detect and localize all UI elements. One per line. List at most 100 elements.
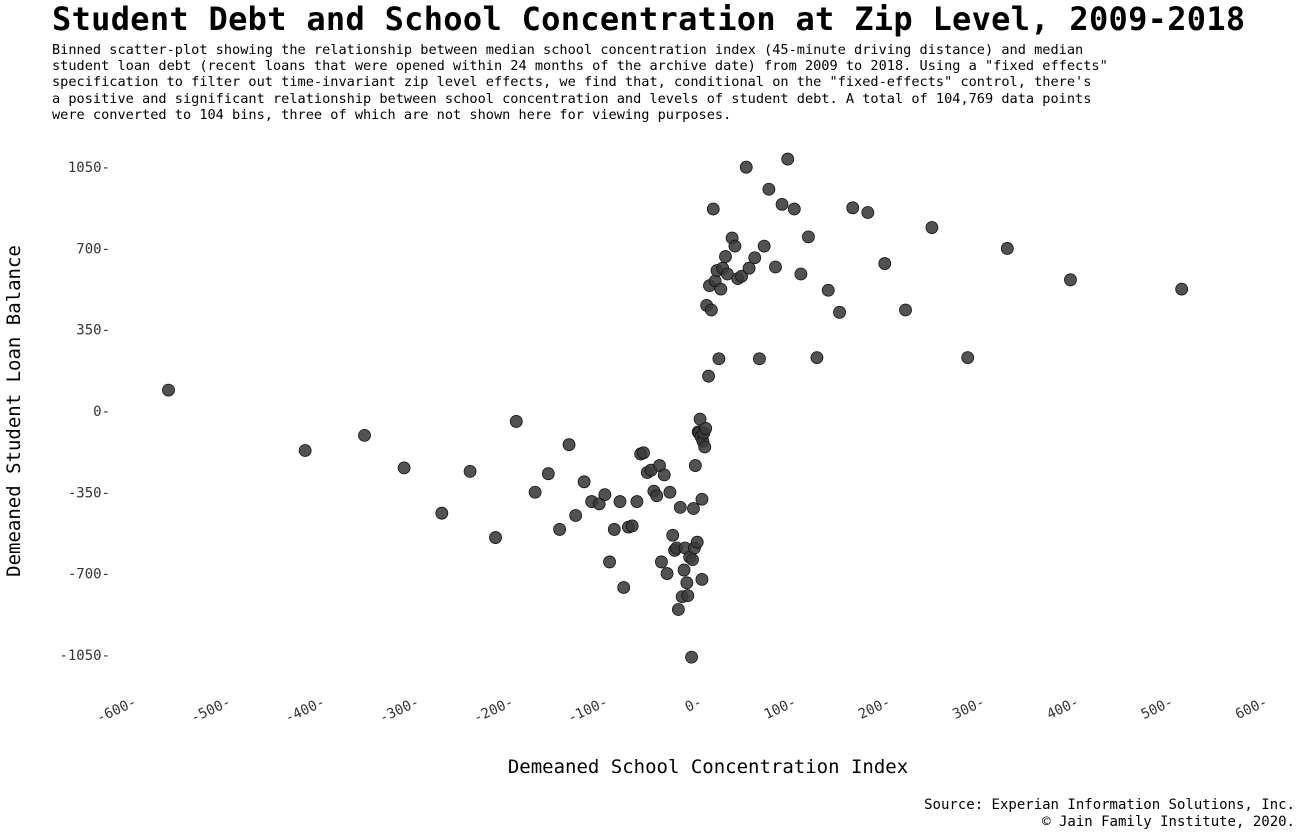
- data-point: [1175, 282, 1189, 296]
- data-point: [637, 446, 650, 460]
- data-point: [671, 603, 685, 616]
- y-tick-label: -350-: [68, 485, 110, 501]
- x-tick-label: 600-: [1233, 694, 1270, 723]
- data-points: [162, 152, 1189, 664]
- data-point: [719, 250, 732, 263]
- data-point: [925, 221, 939, 234]
- data-point: [753, 352, 766, 366]
- data-point: [630, 495, 644, 508]
- data-point: [706, 202, 720, 216]
- x-tick-label: -500-: [188, 694, 233, 726]
- data-point: [833, 305, 846, 319]
- data-point: [650, 489, 664, 503]
- data-point: [685, 650, 698, 664]
- data-point: [489, 531, 502, 544]
- data-point: [562, 438, 576, 452]
- y-tick-label: 350-: [76, 323, 110, 339]
- data-point: [681, 589, 695, 602]
- data-point: [577, 475, 591, 489]
- data-point: [961, 351, 975, 364]
- x-tick-label: -600-: [94, 694, 139, 726]
- chart-subtitle: Binned scatter-plot showing the relation…: [52, 42, 1108, 123]
- data-point: [680, 576, 694, 590]
- data-point: [397, 461, 411, 475]
- y-tick-label: -700-: [68, 567, 110, 583]
- data-point: [677, 563, 691, 577]
- x-tick-label: 100-: [762, 694, 799, 723]
- x-axis-title: Demeaned School Concentration Index: [508, 756, 908, 778]
- y-tick-label: -1050-: [59, 648, 110, 664]
- data-point: [742, 261, 756, 275]
- data-point: [1064, 273, 1077, 287]
- x-tick-label: 200-: [856, 694, 893, 723]
- x-tick-label: -400-: [283, 694, 328, 726]
- data-point: [162, 383, 175, 397]
- data-point: [660, 567, 674, 580]
- data-point: [592, 497, 606, 511]
- data-point: [698, 440, 712, 454]
- x-tick-label: 400-: [1044, 694, 1081, 723]
- data-point: [695, 492, 709, 506]
- data-point: [787, 202, 801, 216]
- data-point: [663, 485, 677, 499]
- data-point: [794, 267, 808, 281]
- data-point: [775, 197, 789, 211]
- data-point: [657, 468, 671, 482]
- y-axis-title: Demeaned Student Loan Balance: [3, 245, 25, 577]
- data-point: [702, 369, 715, 383]
- data-point: [781, 152, 795, 166]
- data-point: [553, 523, 567, 536]
- data-point: [714, 282, 728, 296]
- y-tick-label: 700-: [76, 241, 110, 257]
- data-point: [899, 303, 912, 317]
- data-point: [666, 528, 680, 542]
- data-point: [298, 444, 312, 457]
- data-point: [846, 201, 860, 215]
- chart-title: Student Debt and School Concentration at…: [52, 0, 1246, 38]
- data-point: [728, 239, 742, 253]
- data-point: [762, 182, 776, 196]
- data-point: [693, 412, 707, 426]
- x-axis: -600- -500- -400- -300- -200- -100- 0- 100- 200-…: [94, 694, 1270, 726]
- data-point: [686, 553, 699, 567]
- data-point: [463, 464, 477, 478]
- data-point: [861, 206, 875, 219]
- data-point: [607, 523, 621, 536]
- data-point: [712, 352, 726, 366]
- data-point: [690, 535, 704, 549]
- data-point: [688, 459, 702, 472]
- data-point: [655, 555, 668, 569]
- data-point: [435, 506, 449, 520]
- data-point: [687, 502, 700, 515]
- data-point: [802, 230, 815, 244]
- data-point: [509, 415, 523, 428]
- y-axis: -1050- -700- -350- 0- 350- 700- 1050-: [59, 160, 110, 664]
- data-point: [1000, 242, 1014, 255]
- x-tick-label: -200-: [471, 694, 516, 726]
- x-tick-label: -300-: [377, 694, 422, 726]
- data-point: [528, 485, 542, 499]
- data-point: [541, 467, 555, 481]
- y-tick-label: 0-: [93, 404, 110, 420]
- data-point: [613, 495, 627, 508]
- data-point: [810, 351, 824, 364]
- data-point: [821, 283, 835, 297]
- source-note: Source: Experian Information Solutions, …: [924, 797, 1295, 830]
- data-point: [358, 428, 371, 442]
- x-tick-label: -100-: [565, 694, 610, 726]
- data-point: [699, 422, 713, 435]
- data-point: [769, 260, 782, 274]
- data-point: [739, 160, 753, 174]
- data-point: [603, 555, 616, 569]
- y-tick-label: 1050-: [68, 160, 110, 176]
- data-point: [757, 239, 771, 253]
- data-point: [878, 257, 892, 270]
- data-point: [673, 500, 687, 514]
- x-tick-label: 300-: [950, 694, 987, 723]
- data-point: [695, 572, 709, 586]
- data-point: [598, 488, 612, 501]
- data-point: [625, 519, 639, 533]
- data-point: [617, 581, 631, 594]
- data-point: [748, 251, 762, 265]
